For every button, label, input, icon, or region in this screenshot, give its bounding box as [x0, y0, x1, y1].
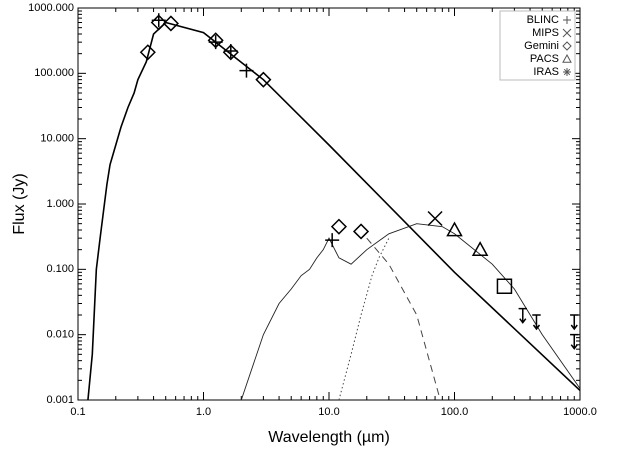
legend-box	[499, 10, 576, 81]
data-point	[255, 71, 272, 88]
data-point	[532, 314, 541, 331]
legend-symbol	[563, 68, 571, 76]
legend-label: MIPS	[532, 27, 559, 39]
y-tick-label: 1.000	[46, 198, 74, 210]
y-tick-label: 100.000	[34, 67, 74, 79]
data-point	[222, 44, 239, 61]
data-point	[570, 333, 579, 350]
legend-label: BLINC	[527, 14, 559, 26]
data-point	[518, 307, 527, 324]
model-curve	[366, 237, 441, 400]
data-point	[162, 15, 179, 32]
legend-label: Gemini	[524, 40, 559, 52]
data-point	[150, 14, 167, 31]
x-tick-label: 10.0	[318, 406, 339, 418]
data-point	[207, 32, 224, 49]
legend-label: IRAS	[533, 66, 559, 78]
y-tick-label: 0.010	[46, 329, 74, 341]
legend-symbol	[562, 41, 572, 51]
y-tick-label: 0.100	[46, 263, 74, 275]
data-point	[325, 233, 340, 248]
data-point	[352, 223, 370, 240]
model-curve	[240, 223, 580, 400]
y-tick-label: 10.000	[40, 133, 74, 145]
x-tick-label: 100.0	[441, 406, 469, 418]
legend-symbol	[562, 28, 572, 38]
data-point	[239, 63, 254, 78]
data-point	[496, 278, 513, 295]
data-point	[446, 221, 463, 237]
y-tick-label: 0.001	[46, 394, 74, 406]
data-point	[330, 218, 347, 235]
y-tick-label: 1000.000	[28, 2, 74, 14]
data-point	[570, 314, 579, 331]
legend-symbol	[563, 16, 571, 24]
data-point	[139, 44, 156, 61]
data-point	[427, 210, 443, 227]
data-point	[471, 241, 489, 257]
legend-label: PACS	[530, 53, 559, 65]
x-axis-label: Wavelength (µm)	[268, 429, 390, 446]
x-tick-label: 1000.0	[563, 406, 597, 418]
x-tick-label: 1.0	[196, 406, 211, 418]
x-tick-label: 0.1	[70, 406, 85, 418]
y-axis-label: Flux (Jy)	[11, 173, 28, 234]
legend-symbol	[562, 53, 572, 63]
model-curve	[338, 237, 390, 400]
model-curve	[87, 21, 580, 400]
